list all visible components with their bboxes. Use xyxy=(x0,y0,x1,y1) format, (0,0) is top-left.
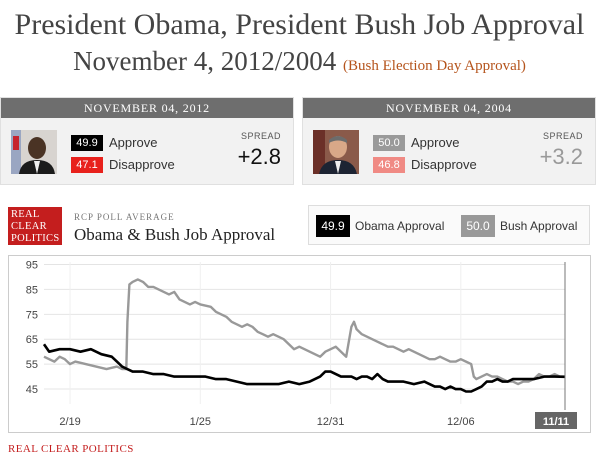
bush-photo xyxy=(313,130,359,174)
approval-line-chart[interactable]: 45 55 65 75 85 95 2/19 1/25 12/31 12/06 11/11 xyxy=(9,256,590,432)
footer-brand[interactable]: REAL CLEAR POLITICS xyxy=(8,443,134,455)
approve-row: 49.9 Approve xyxy=(71,134,158,151)
approve-label: Approve xyxy=(411,135,460,151)
disapprove-value: 47.1 xyxy=(71,156,103,173)
y-tick-label: 55 xyxy=(26,359,38,371)
x-tick-label: 1/25 xyxy=(190,416,211,428)
page-title: President Obama, President Bush Job Appr… xyxy=(14,8,585,41)
x-tick-label: 11/11 xyxy=(543,416,569,428)
card-date: NOVEMBER 04, 2004 xyxy=(303,98,595,118)
disapprove-row: 46.8 Disapprove xyxy=(373,156,477,173)
legend-obama-value: 49.9 xyxy=(316,215,350,237)
page-subtitle: November 4, 2012/2004 (Bush Election Day… xyxy=(0,46,599,77)
rcp-logo[interactable]: REAL CLEAR POLITICS xyxy=(8,207,62,245)
chart-legend: 49.9 Obama Approval 50.0 Bush Approval xyxy=(308,205,590,245)
y-tick-label: 45 xyxy=(26,384,38,396)
bush-approval-card: NOVEMBER 04, 2004 50.0 Approve 46.8 Disapp… xyxy=(302,97,596,185)
approve-value: 49.9 xyxy=(71,134,103,151)
series-line xyxy=(42,343,566,393)
logo-text-line3: POLITICS xyxy=(11,233,60,244)
y-tick-label: 65 xyxy=(26,334,38,346)
obama-approval-card: NOVEMBER 04, 2012 49.9 Approve 47.1 Disapp… xyxy=(0,97,294,185)
poll-average-label: RCP POLL AVERAGE xyxy=(74,212,175,222)
x-tick-label: 2/19 xyxy=(59,416,80,428)
subtitle-note: (Bush Election Day Approval) xyxy=(343,58,526,74)
legend-obama-label: Obama Approval xyxy=(355,219,445,233)
logo-text-line1: REAL xyxy=(11,209,40,220)
x-tick-label: 12/31 xyxy=(317,416,345,428)
disapprove-label: Disapprove xyxy=(109,157,175,173)
series-line xyxy=(43,278,565,386)
subtitle-date: November 4, 2012/2004 xyxy=(73,46,337,76)
obama-photo xyxy=(11,130,57,174)
approve-value: 50.0 xyxy=(373,134,405,151)
x-tick-label: 12/06 xyxy=(447,416,475,428)
legend-bush-label: Bush Approval xyxy=(500,219,578,233)
spread-label: SPREAD xyxy=(240,131,281,141)
y-tick-label: 75 xyxy=(26,309,38,321)
approve-label: Approve xyxy=(109,135,158,151)
plot-background xyxy=(44,262,565,404)
disapprove-label: Disapprove xyxy=(411,157,477,173)
disapprove-value: 46.8 xyxy=(373,156,405,173)
spread-value: +2.8 xyxy=(237,144,281,169)
card-date: NOVEMBER 04, 2012 xyxy=(1,98,293,118)
y-tick-label: 95 xyxy=(26,259,38,271)
legend-bush-value: 50.0 xyxy=(461,215,495,237)
chart-title: Obama & Bush Job Approval xyxy=(74,225,276,244)
chart-area[interactable]: 45 55 65 75 85 95 2/19 1/25 12/31 12/06 11/11 xyxy=(8,255,591,433)
x-tick-current-box xyxy=(535,412,577,429)
logo-text-line2: CLEAR xyxy=(11,221,47,232)
spread-label: SPREAD xyxy=(542,131,583,141)
y-tick-label: 85 xyxy=(26,284,38,296)
spread-value: +3.2 xyxy=(539,144,583,169)
disapprove-row: 47.1 Disapprove xyxy=(71,156,175,173)
approve-row: 50.0 Approve xyxy=(373,134,460,151)
